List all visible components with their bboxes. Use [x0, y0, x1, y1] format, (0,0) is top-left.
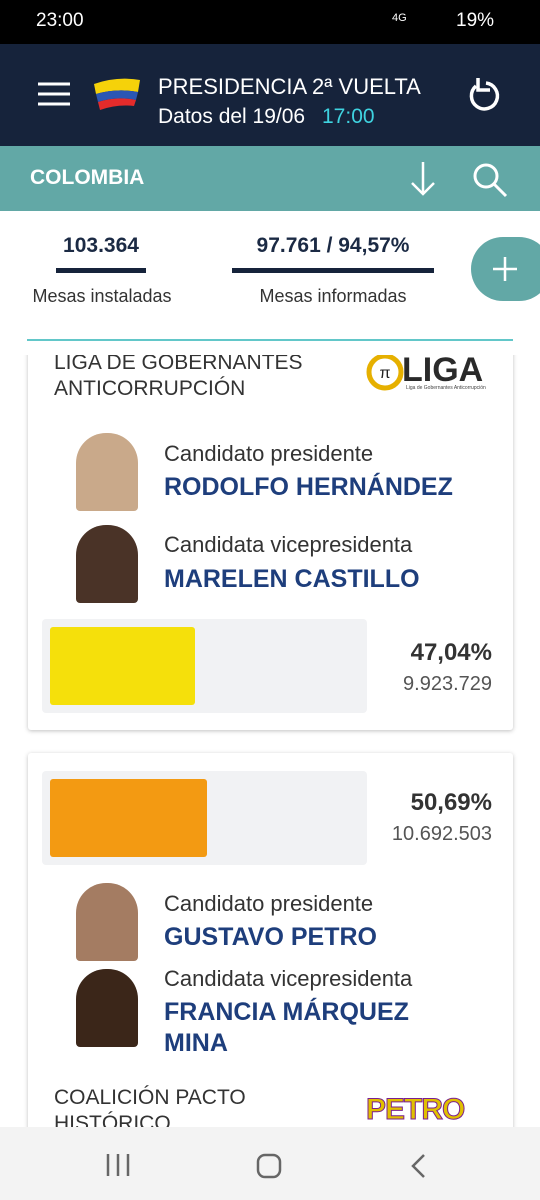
bar-track — [42, 771, 367, 865]
toolbar: COLOMBIA — [0, 146, 540, 211]
vote-bar — [50, 627, 196, 705]
clock: 23:00 — [36, 10, 84, 31]
vote-bar — [50, 779, 207, 857]
menu-button[interactable] — [38, 82, 70, 106]
percentage: 50,69% — [410, 789, 492, 816]
divider — [27, 339, 513, 341]
back-button[interactable] — [410, 1153, 426, 1179]
vice-photo — [76, 525, 138, 603]
votes: 10.692.503 — [391, 823, 492, 845]
stat-value: 97.761 / 94,57% — [256, 234, 410, 257]
network: 4G — [392, 12, 407, 24]
home-button[interactable] — [256, 1153, 282, 1179]
candidate-name: GUSTAVO PETRO — [164, 923, 377, 951]
search-button[interactable] — [472, 162, 508, 198]
title: PRESIDENCIA 2ª VUELTA — [158, 74, 421, 99]
president-photo — [76, 433, 138, 511]
stat-value: 103.364 — [63, 234, 139, 257]
candidate-name: MARELEN CASTILLO — [164, 565, 420, 593]
time: 17:00 — [322, 105, 375, 128]
logo-text: LIGA — [402, 355, 484, 389]
stat-label: Mesas informadas — [259, 286, 407, 306]
president-photo — [76, 883, 138, 961]
stat-underline — [56, 268, 146, 273]
role: Candidato presidente — [164, 441, 374, 466]
role: Candidata vicepresidenta — [164, 532, 413, 557]
download-button[interactable] — [410, 162, 436, 196]
battery: 19% — [456, 10, 495, 31]
status-bar: 23:00 4G 19% — [0, 0, 540, 44]
stat-underline — [232, 268, 434, 273]
party-logo: π LIGA Liga de Gobernantes Anticorrupció… — [366, 355, 491, 395]
results-list: LIGA DE GOBERNANTES ANTICORRUPCIÓN π LIG… — [0, 355, 540, 1127]
party: LIGA DE GOBERNANTES ANTICORRUPCIÓN — [54, 355, 303, 400]
candidate-name: FRANCIA MÁRQUEZ MINA — [164, 998, 409, 1057]
date: Datos del 19/06 — [158, 105, 306, 128]
candidate-card: 50,69% 10.692.503 Candidato presidente G… — [28, 753, 513, 1127]
percentage: 47,04% — [410, 639, 492, 666]
candidate-card: LIGA DE GOBERNANTES ANTICORRUPCIÓN π LIG… — [28, 355, 513, 730]
role: Candidato presidente — [164, 891, 374, 916]
stat-label: Mesas instaladas — [32, 286, 172, 306]
candidate-name: RODOLFO HERNÁNDEZ — [164, 473, 453, 501]
flag-logo — [94, 78, 140, 110]
svg-text:π: π — [379, 365, 390, 382]
app-header: PRESIDENCIA 2ª VUELTA Datos del 19/06 17… — [0, 44, 540, 146]
recent-button[interactable] — [106, 1154, 130, 1176]
party: COALICIÓN PACTO HISTÓRICO — [54, 1086, 246, 1127]
vice-photo — [76, 969, 138, 1047]
region[interactable]: COLOMBIA — [30, 166, 145, 189]
add-button[interactable] — [471, 237, 540, 301]
refresh-button[interactable] — [468, 78, 504, 114]
logo-subtitle: Liga de Gobernantes Anticorrupción — [406, 385, 486, 391]
stats: 103.364 Mesas instaladas 97.761 / 94,57%… — [0, 211, 540, 341]
role: Candidata vicepresidenta — [164, 966, 413, 991]
bar-track — [42, 619, 367, 713]
party-logo: PETRO — [365, 1093, 465, 1127]
nav-bar — [0, 1127, 540, 1200]
votes: 9.923.729 — [403, 673, 492, 695]
